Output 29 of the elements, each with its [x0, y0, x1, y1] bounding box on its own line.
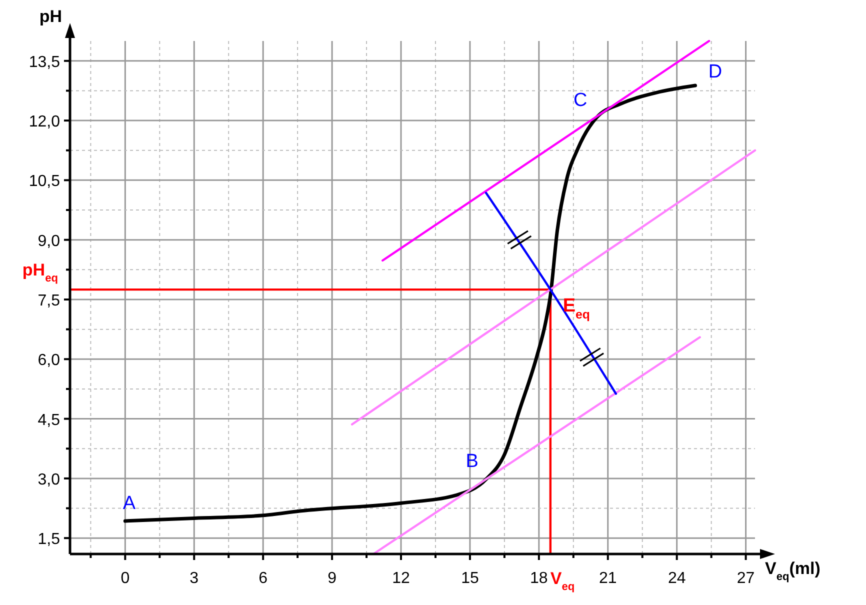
- ref-line-label: V$_{eq}$: [550, 569, 575, 593]
- annotation: C: [574, 90, 588, 111]
- annotation: E$_{eq}$: [562, 296, 590, 322]
- x-tick-label: 0: [120, 570, 130, 587]
- line-series: [123, 84, 697, 523]
- annotation: B: [466, 451, 478, 472]
- x-tick-label: 18: [530, 570, 548, 587]
- y-tick-label: 4,5: [38, 412, 60, 429]
- x-tick-label: 27: [736, 570, 755, 587]
- annotation: D: [708, 62, 722, 83]
- x-tick-label: 9: [328, 570, 337, 587]
- y-tick-label: 10,5: [28, 173, 60, 190]
- x-tick-label: 21: [598, 570, 617, 587]
- y-tick-label: 1,5: [38, 531, 60, 548]
- y-tick-label: 13,5: [28, 54, 60, 71]
- y-tick-label: 7,5: [38, 292, 60, 310]
- x-tick-label: 24: [668, 570, 686, 587]
- x-axis-title: V$_{eq}$(ml): [765, 559, 820, 583]
- x-tick-label: 3: [190, 570, 199, 587]
- x-tick-label: 15: [461, 570, 479, 587]
- annotation: A: [122, 492, 136, 514]
- x-tick-label: 6: [258, 570, 268, 587]
- y-tick-label: 3,0: [38, 471, 60, 488]
- y-tick-label: 9,0: [38, 232, 60, 250]
- x-tick-label: 12: [392, 570, 410, 587]
- y-tick-label: 12,0: [28, 114, 60, 131]
- ref-line-label: pH$_{eq}$: [22, 260, 58, 285]
- y-axis-title: pH: [39, 7, 62, 26]
- y-tick-label: 6,0: [38, 352, 60, 370]
